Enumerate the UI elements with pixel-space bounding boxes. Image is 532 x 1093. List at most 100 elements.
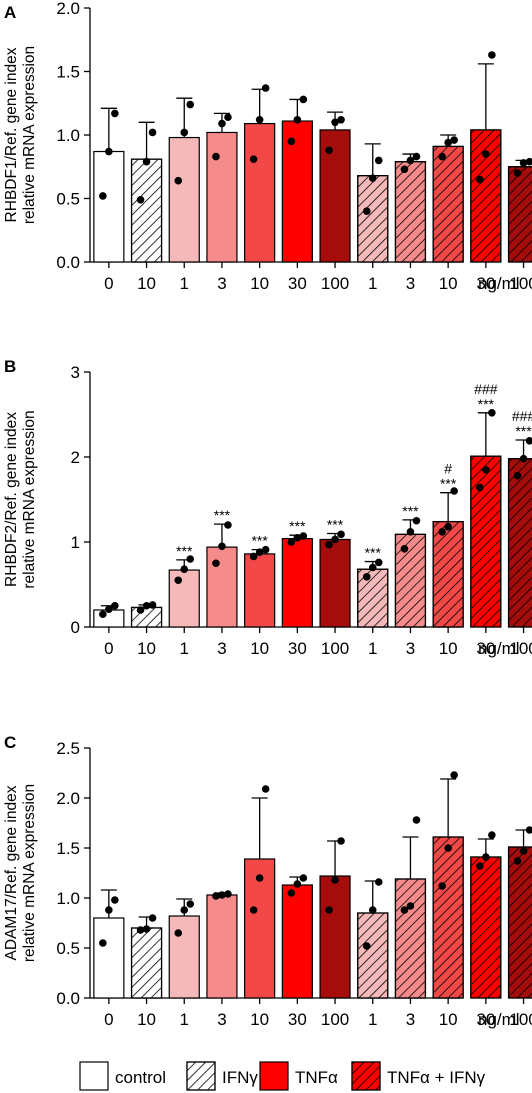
x-tick-label: 30: [288, 639, 307, 658]
data-point: [180, 906, 189, 914]
y-tick-label: 0.5: [56, 939, 80, 958]
data-point: [261, 545, 270, 554]
data-point: [406, 156, 415, 165]
x-tick-label: 30: [476, 1010, 495, 1029]
legend-label: control: [115, 1068, 166, 1087]
bar-hatch: [357, 568, 389, 628]
x-tick-label: 3: [406, 274, 415, 293]
x-tick-label: 100: [509, 1010, 532, 1029]
x-tick-label: 10: [439, 639, 458, 658]
bar: [93, 150, 125, 263]
data-point: [325, 146, 333, 155]
data-point: [287, 889, 296, 897]
bar: [281, 120, 313, 263]
y-tick-label: 1.5: [56, 63, 80, 82]
data-point: [261, 785, 270, 793]
data-point: [362, 942, 371, 950]
y-tick-label: 3: [71, 363, 80, 382]
bar-hatch: [507, 458, 532, 628]
bar: [281, 884, 313, 999]
bar-hatch: [130, 927, 163, 999]
bar: [168, 136, 200, 263]
bar-hatch: [394, 161, 427, 263]
data-point: [218, 119, 226, 128]
data-point: [519, 159, 528, 167]
data-point: [488, 51, 496, 59]
y-tick-label: 0.0: [56, 253, 80, 272]
data-point: [136, 606, 145, 614]
bar: [206, 894, 238, 999]
legend-swatch: [79, 1061, 109, 1091]
data-point: [400, 906, 409, 914]
bar-hatch: [130, 158, 163, 263]
x-unit-label: ng/ml: [478, 639, 520, 658]
x-tick-label: 10: [137, 274, 156, 293]
data-point: [519, 847, 528, 855]
bar: [206, 546, 238, 628]
panel-a: A RHBDF1/Ref. gene index relative mRNA exp…: [3, 0, 532, 293]
significance-label: ***: [289, 518, 306, 534]
bar: [319, 129, 351, 263]
data-point: [186, 900, 195, 908]
y-tick-label: 0: [71, 618, 80, 637]
data-point: [255, 548, 264, 556]
data-point: [337, 837, 345, 845]
data-point: [299, 532, 308, 540]
x-tick-label: 0: [104, 274, 113, 293]
y-tick-label: 1.5: [56, 839, 80, 858]
bar: [244, 858, 276, 999]
data-point: [99, 610, 107, 619]
data-point: [186, 100, 195, 109]
data-point: [368, 906, 377, 914]
data-point: [99, 939, 107, 947]
legend-item: TNFα + IFNγ: [351, 1061, 486, 1091]
data-point: [374, 558, 383, 567]
y-tick-label: 1.0: [56, 126, 80, 145]
data-point: [406, 528, 415, 536]
data-point: [261, 84, 270, 92]
data-point: [368, 174, 377, 182]
data-point: [482, 150, 490, 158]
significance-label: ***: [478, 396, 495, 412]
legend-swatch-hatch: [351, 1061, 381, 1091]
bar-hatch: [357, 912, 389, 999]
data-point: [212, 559, 220, 568]
bar: [319, 875, 351, 999]
x-tick-label: 30: [476, 639, 495, 658]
data-point: [218, 891, 226, 899]
y-axis-label-line2: relative mRNA expression: [21, 46, 38, 224]
data-point: [136, 926, 145, 934]
data-point: [400, 545, 409, 553]
data-point: [525, 157, 532, 166]
data-point: [218, 542, 226, 551]
data-point: [174, 176, 183, 185]
data-point: [293, 880, 302, 888]
panel-letter: C: [4, 733, 16, 752]
y-tick-label: 2.0: [56, 0, 80, 18]
legend-item: control: [79, 1061, 166, 1091]
panel-c: C ADAM17/Ref. gene index relative mRNA exp…: [3, 733, 532, 1029]
legend-swatch-hatch: [186, 1061, 216, 1091]
data-point: [412, 516, 421, 525]
data-point: [525, 437, 532, 445]
x-tick-label: 3: [406, 639, 415, 658]
y-axis-label-line2: relative mRNA expression: [21, 410, 38, 588]
data-point: [406, 902, 415, 910]
x-unit-label: ng/ml: [478, 274, 520, 293]
bar-hatch: [394, 533, 427, 628]
data-point: [337, 115, 345, 124]
data-point: [450, 771, 458, 779]
x-tick-label: 0: [104, 639, 113, 658]
significance-label: ***: [176, 543, 193, 559]
data-point: [331, 118, 339, 127]
data-point: [287, 538, 296, 546]
data-point: [212, 892, 220, 900]
x-tick-label: 30: [288, 274, 307, 293]
data-point: [362, 207, 371, 215]
bar-hatch: [470, 455, 502, 628]
significance-label: ###: [512, 408, 532, 424]
y-tick-label: 0.5: [56, 190, 80, 209]
significance-label: ***: [515, 423, 532, 439]
significance-label: ###: [474, 381, 498, 397]
data-point: [438, 528, 446, 536]
